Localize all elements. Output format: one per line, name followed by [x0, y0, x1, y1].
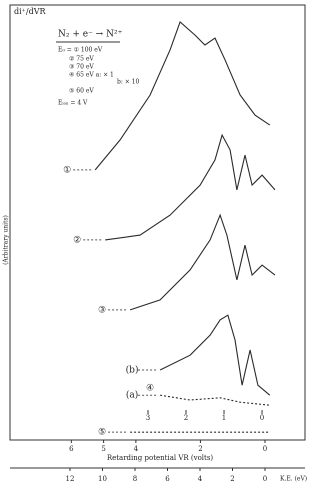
legend-text: Eᵢₒₙ = 4 V	[58, 100, 88, 107]
legend-text: ② 75 eV	[69, 56, 94, 63]
x-tick-label: 6	[69, 445, 74, 453]
x3-tick-label: 4	[198, 475, 203, 483]
x-tick-label: 5	[101, 445, 105, 453]
curve	[160, 394, 270, 406]
x2-tick-label: 1	[222, 414, 226, 422]
curve-label: (a)	[126, 390, 138, 401]
legend-text: ④ 65 eV a: × 1	[69, 72, 114, 79]
ke-axis-title: K.E. (eV)	[280, 476, 307, 483]
legend-text: ③ 70 eV	[69, 64, 94, 71]
curve	[129, 213, 276, 311]
y-axis-title: (Arbitrary units)	[3, 215, 10, 265]
curve-label: ①	[63, 165, 71, 175]
legend-text: E₀ = ① 100 eV	[58, 47, 103, 54]
x2-tick-label: 2	[184, 414, 188, 422]
x-tick-label: 4	[134, 445, 139, 453]
curve	[94, 21, 271, 171]
curve-label: ③	[98, 305, 106, 315]
legend-text: ⑤ 60 eV	[69, 88, 94, 95]
plot-frame	[9, 4, 306, 441]
x-axis-title: Retarding potential VR (volts)	[107, 454, 214, 462]
x-tick-label: 2	[198, 445, 202, 453]
x-tick-label: 0	[263, 445, 267, 453]
curve	[159, 314, 271, 396]
reaction: N₂ + e⁻ → N²⁺	[58, 30, 123, 40]
x3-tick-label: 2	[230, 475, 234, 483]
curve-label: (b)	[126, 364, 139, 375]
x3-tick-label: 6	[165, 475, 170, 483]
x2-tick-label: 0	[260, 414, 264, 422]
x3-tick-label: 12	[66, 475, 75, 483]
x3-tick-label: 0	[263, 475, 267, 483]
curve-label: ④	[146, 384, 154, 394]
legend-text: b: × 10	[117, 79, 140, 86]
x2-tick-label: 3	[146, 414, 150, 422]
curve-label: ②	[73, 235, 81, 245]
x3-tick-label: 8	[133, 475, 137, 483]
y-label: di⁺/dVR	[14, 7, 46, 16]
x3-tick-label: 10	[98, 475, 107, 483]
curve-label: ⑤	[98, 428, 106, 438]
curve	[105, 133, 276, 241]
